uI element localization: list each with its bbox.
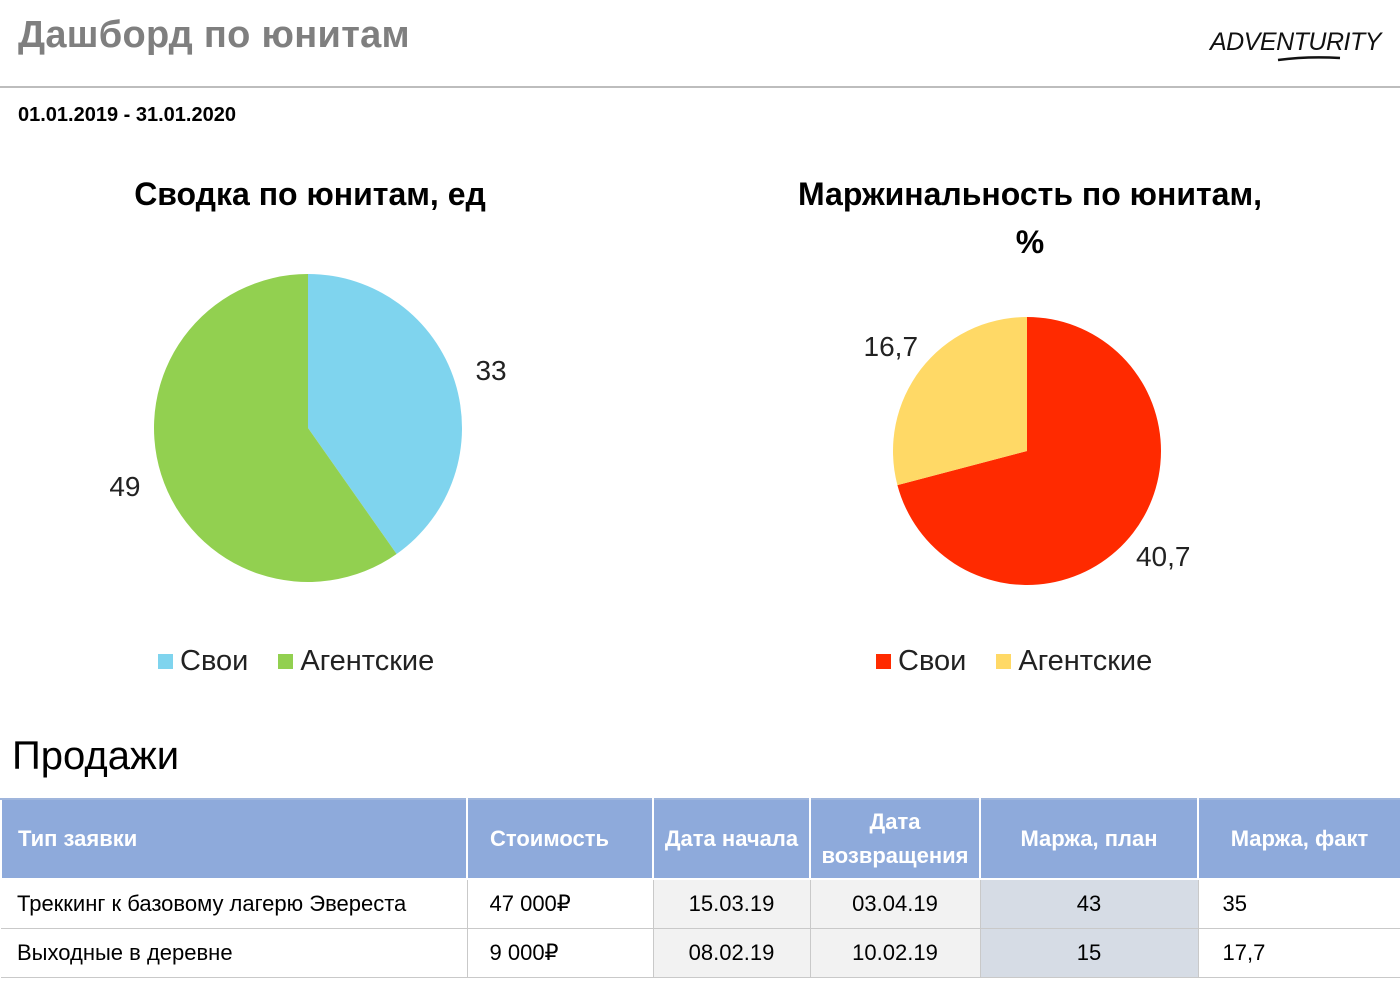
pie-slice-1-1 <box>893 317 1027 486</box>
legend-item-agent: Агентские <box>278 645 434 678</box>
cell-return-date: 03.04.19 <box>810 879 981 929</box>
cell-cost: 9 000₽ <box>467 928 654 978</box>
sales-table: Тип заявки Стоимость Дата начала Дата во… <box>0 798 1400 978</box>
page-title: Дашборд по юнитам <box>18 14 410 56</box>
legend-label-agent: Агентские <box>300 645 435 677</box>
cell-type: Выходные в деревне <box>1 928 468 978</box>
cell-cost: 47 000₽ <box>467 879 654 929</box>
legend-label-svoi: Свои <box>898 645 967 677</box>
pie-data-label-0-1: 49 <box>109 471 140 502</box>
table-header-row: Тип заявки Стоимость Дата начала Дата во… <box>0 798 1400 880</box>
logo: ADVENTURITY <box>1208 28 1384 62</box>
column-header: Дата возвращения <box>809 798 981 880</box>
pie-data-label-0-0: 33 <box>475 355 506 386</box>
pie-data-label-1-1: 16,7 <box>864 331 919 362</box>
column-header: Маржа, факт <box>1197 798 1400 880</box>
legend-item-agent: Агентские <box>996 645 1152 678</box>
cell-margin-fact: 35 <box>1198 879 1400 929</box>
table-row: Выходные в деревне 9 000₽ 08.02.19 10.02… <box>1 928 1400 978</box>
date-range: 01.01.2019 - 31.01.2020 <box>18 104 236 126</box>
chart-title-units: Сводка по юнитам, ед <box>134 176 486 212</box>
cell-margin-plan: 15 <box>980 928 1199 978</box>
legend-item-svoi: Свои <box>876 645 966 678</box>
cell-margin-fact: 17,7 <box>1198 928 1400 978</box>
svg-text:ADVENTURITY: ADVENTURITY <box>1208 28 1384 56</box>
pie-slice-1-0 <box>897 317 1161 585</box>
cell-start-date: 15.03.19 <box>653 879 811 929</box>
table-row: Треккинг к базовому лагерю Эвереста 47 0… <box>1 879 1400 929</box>
cell-start-date: 08.02.19 <box>653 928 811 978</box>
cell-type: Треккинг к базовому лагерю Эвереста <box>1 879 468 929</box>
legend-units: Свои Агентские <box>158 645 434 678</box>
legend-item-svoi: Свои <box>158 645 248 678</box>
chart-title-margin: Маржинальность по юнитам, % <box>797 176 1263 260</box>
legend-swatch-agent <box>278 654 294 669</box>
pie-slice-0-0 <box>308 274 462 554</box>
column-header: Маржа, план <box>979 798 1199 880</box>
legend-swatch-svoi <box>158 654 173 669</box>
legend-swatch-agent <box>996 654 1012 669</box>
legend-margin: Свои Агентские <box>876 645 1152 678</box>
pie-data-label-1-0: 40,7 <box>1136 541 1191 572</box>
cell-margin-plan: 43 <box>980 879 1199 929</box>
column-header: Дата начала <box>652 798 811 880</box>
legend-swatch-svoi <box>876 654 891 669</box>
legend-label-agent: Агентские <box>1018 645 1153 677</box>
legend-label-svoi: Свои <box>180 645 249 677</box>
header: Дашборд по юнитам ADVENTURITY <box>0 0 1400 88</box>
section-title-sales: Продажи <box>12 734 180 778</box>
pie-slice-0-1 <box>153 274 397 583</box>
column-header: Стоимость <box>466 798 654 880</box>
cell-return-date: 10.02.19 <box>810 928 981 978</box>
pie-charts: 33 49 40,7 16,7 <box>109 274 1191 585</box>
column-header: Тип заявки <box>0 798 468 880</box>
